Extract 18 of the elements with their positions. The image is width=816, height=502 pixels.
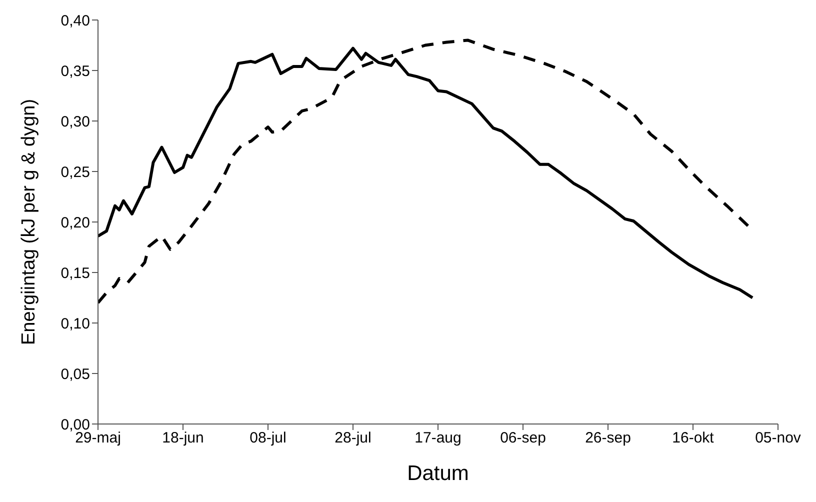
x-tick-label: 28-jul — [334, 430, 372, 447]
x-tick-label: 08-jul — [250, 430, 286, 447]
x-tick-label: 17-aug — [414, 430, 462, 447]
x-tick-label: 05-nov — [755, 430, 802, 447]
x-tick-label: 18-jun — [162, 430, 204, 447]
y-axis-title: Energiintag (kJ per g & dygn) — [18, 98, 40, 346]
y-tick-label: 0,40 — [60, 12, 90, 30]
y-tick-label: 0,15 — [60, 264, 90, 282]
x-tick-label: 16-okt — [672, 430, 715, 447]
y-tick-label: 0,20 — [60, 214, 90, 232]
x-tick-label: 26-sep — [585, 430, 631, 447]
y-tick-label: 0,25 — [60, 164, 90, 181]
y-tick-label: 0,30 — [60, 113, 90, 130]
x-axis-title: Datum — [407, 462, 469, 485]
x-tick-label: 06-sep — [500, 430, 546, 447]
y-tick-label: 0,10 — [60, 315, 90, 332]
y-tick-label: 0,35 — [60, 62, 90, 80]
y-tick-label: 0,05 — [60, 366, 90, 383]
